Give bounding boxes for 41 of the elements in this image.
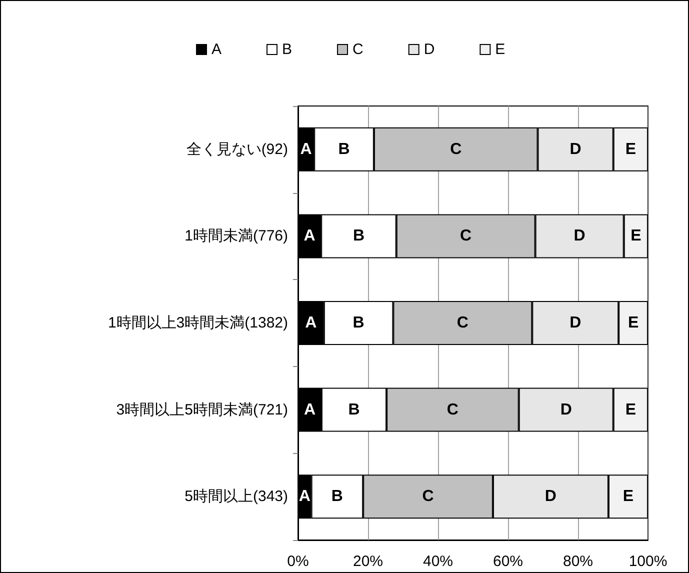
text: A xyxy=(304,228,316,245)
text: E xyxy=(622,488,634,506)
text: A xyxy=(300,140,312,158)
text: D xyxy=(570,314,582,332)
text: D xyxy=(574,228,586,245)
y-tick-label: 全く見ない(92) xyxy=(186,140,288,158)
text: B xyxy=(348,401,360,418)
text: E xyxy=(628,314,639,332)
text: E xyxy=(625,401,636,418)
y-tick-label: 1時間未満(776) xyxy=(184,228,288,245)
legend-label: E xyxy=(495,41,506,58)
text: D xyxy=(560,401,572,418)
text: A xyxy=(304,401,316,418)
y-tick-label: 1時間以上3時間未満(1382) xyxy=(108,314,288,332)
legend-label: A xyxy=(212,41,222,58)
text: B xyxy=(331,488,343,506)
x-tick-label: 100% xyxy=(628,553,668,570)
text: A xyxy=(298,488,310,506)
text: B xyxy=(352,314,364,332)
text: B xyxy=(338,140,350,158)
text: A xyxy=(305,314,317,332)
text: C xyxy=(450,140,462,158)
legend-label: C xyxy=(352,41,364,58)
text: C xyxy=(456,314,468,332)
x-tick-label: 40% xyxy=(422,553,454,570)
text: D xyxy=(544,488,556,506)
text: C xyxy=(460,228,472,245)
x-tick-label: 60% xyxy=(492,553,524,570)
y-tick-label: 5時間以上(343) xyxy=(184,488,288,506)
text: D xyxy=(570,140,582,158)
text: C xyxy=(422,488,434,506)
text: E xyxy=(630,228,642,245)
text: E xyxy=(625,140,636,158)
x-tick-label: 20% xyxy=(352,553,384,570)
text: C xyxy=(446,401,458,418)
text: B xyxy=(352,228,365,245)
legend-label: D xyxy=(424,41,435,58)
x-tick-label: 80% xyxy=(562,553,594,570)
legend-label: B xyxy=(282,41,292,58)
y-tick-label: 3時間以上5時間未満(721) xyxy=(116,401,288,418)
x-tick-label: 0% xyxy=(287,553,309,570)
